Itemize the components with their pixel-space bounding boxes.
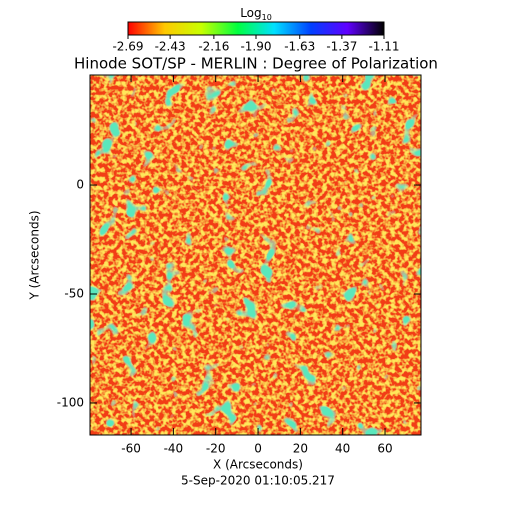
colorbar-tick-label: -2.43 [155, 40, 186, 54]
colorbar-tick-label: -1.11 [368, 40, 399, 54]
x-axis-label: X (Arcseconds) [213, 458, 303, 472]
x-tick-label: 20 [293, 442, 308, 456]
colorbar-label: Log10 [240, 6, 272, 22]
colorbar-tick-label: -1.37 [326, 40, 357, 54]
y-tick-label: 0 [76, 178, 84, 192]
x-tick-label: -40 [164, 442, 184, 456]
x-tick-label: 0 [254, 442, 262, 456]
colorbar-tick-label: -1.90 [240, 40, 271, 54]
footer-timestamp: 5-Sep-2020 01:10:05.217 [181, 474, 335, 488]
colorbar-tick-label: -1.63 [284, 40, 315, 54]
x-tick-label: -20 [206, 442, 226, 456]
x-tick-label: 60 [377, 442, 392, 456]
chart-title: Hinode SOT/SP - MERLIN : Degree of Polar… [74, 55, 438, 73]
colorbar [127, 21, 385, 36]
x-tick-label: -60 [121, 442, 141, 456]
y-axis-label: Y (Arcseconds) [28, 210, 42, 300]
y-tick-label: -100 [57, 395, 84, 409]
colorbar-tick-label: -2.69 [112, 40, 143, 54]
colorbar-tick-label: -2.16 [198, 40, 229, 54]
x-tick-label: 40 [335, 442, 350, 456]
y-tick-label: -50 [64, 287, 84, 301]
heatmap-image [90, 75, 421, 435]
plot-frame [89, 74, 422, 436]
